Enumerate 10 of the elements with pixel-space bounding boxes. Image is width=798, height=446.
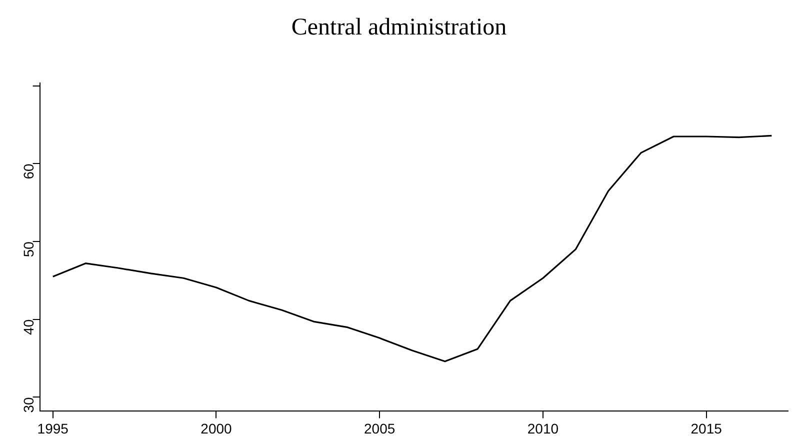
x-tick-label: 1995: [37, 420, 69, 436]
y-tick-label: 30: [20, 396, 37, 413]
x-tick-label: 2000: [200, 420, 232, 436]
y-tick-label: 50: [20, 241, 37, 258]
x-tick-label: 2010: [527, 420, 559, 436]
x-tick-label: 2005: [364, 420, 396, 436]
y-tick-label: 40: [20, 319, 37, 335]
x-tick-label: 2015: [690, 420, 722, 436]
y-tick-label: 60: [20, 164, 37, 180]
chart-title: Central administration: [291, 14, 507, 41]
